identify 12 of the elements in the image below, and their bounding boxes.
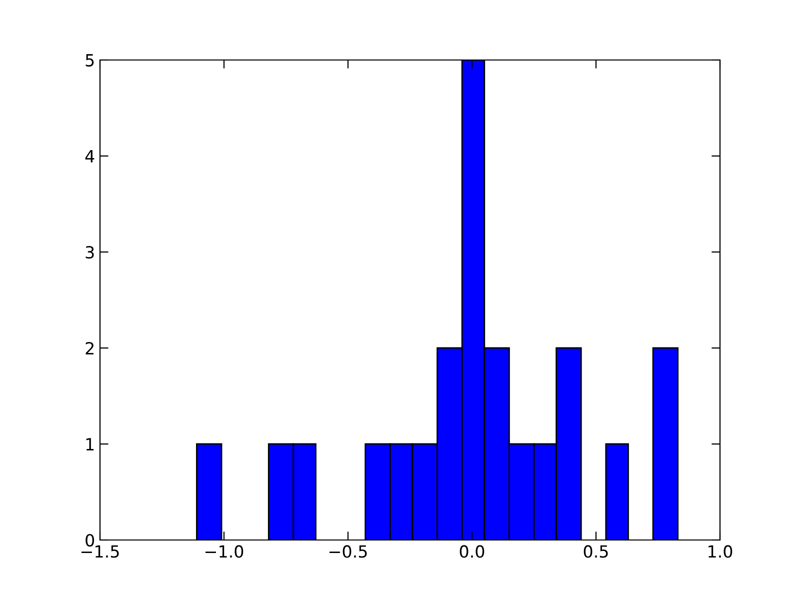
y-tick-label: 0	[86, 534, 94, 547]
x-tick-label: 0.5	[584, 545, 608, 558]
x-tick-label: 1.0	[708, 545, 732, 558]
x-tick-label: −0.5	[330, 545, 367, 558]
y-tick-label: 1	[86, 438, 94, 450]
y-tick-label: 5	[86, 54, 94, 67]
y-tick-label: 4	[85, 150, 94, 162]
x-tick-label: 0.0	[460, 545, 484, 558]
x-tick-label: −1.5	[82, 545, 119, 558]
y-tick-label: 2	[86, 342, 94, 354]
x-tick-label: −1.0	[206, 545, 244, 558]
y-tick-label: 3	[86, 246, 94, 259]
